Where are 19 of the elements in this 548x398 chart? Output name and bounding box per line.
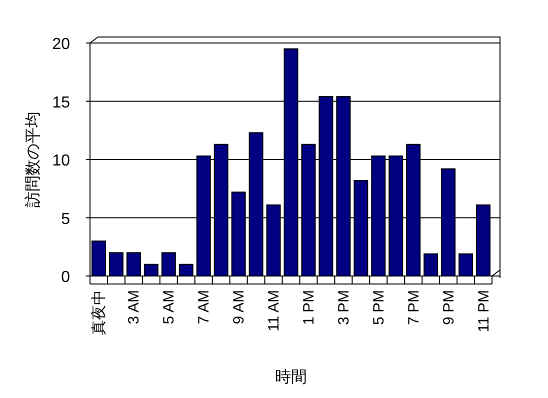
x-tick-label: 5 AM [160,290,178,324]
x-tick-label: 9 PM [440,290,458,326]
y-tick-label: 10 [52,152,70,170]
x-tick-label: 3 AM [126,290,143,324]
x-tick-label: 9 AM [230,290,248,324]
x-tick-label: 11 AM [266,290,283,332]
x-tick-label: 5 PM [370,290,388,326]
x-tick-label: 1 PM [300,290,318,326]
x-axis-title: 時間 [275,368,307,386]
y-axis-title: 訪問数の平均 [24,112,42,208]
x-tick-label: 7 AM [196,290,213,324]
y-tick-label: 20 [52,36,70,53]
y-tick-label: 15 [52,94,70,112]
x-tick-label: 11 PM [475,290,492,332]
x-tick-label: 真夜中 [90,290,108,335]
y-tick-label: 5 [61,210,70,228]
x-tick-label: 7 PM [405,290,422,326]
y-tick-label: 0 [61,269,70,286]
x-tick-label: 3 PM [335,290,352,326]
